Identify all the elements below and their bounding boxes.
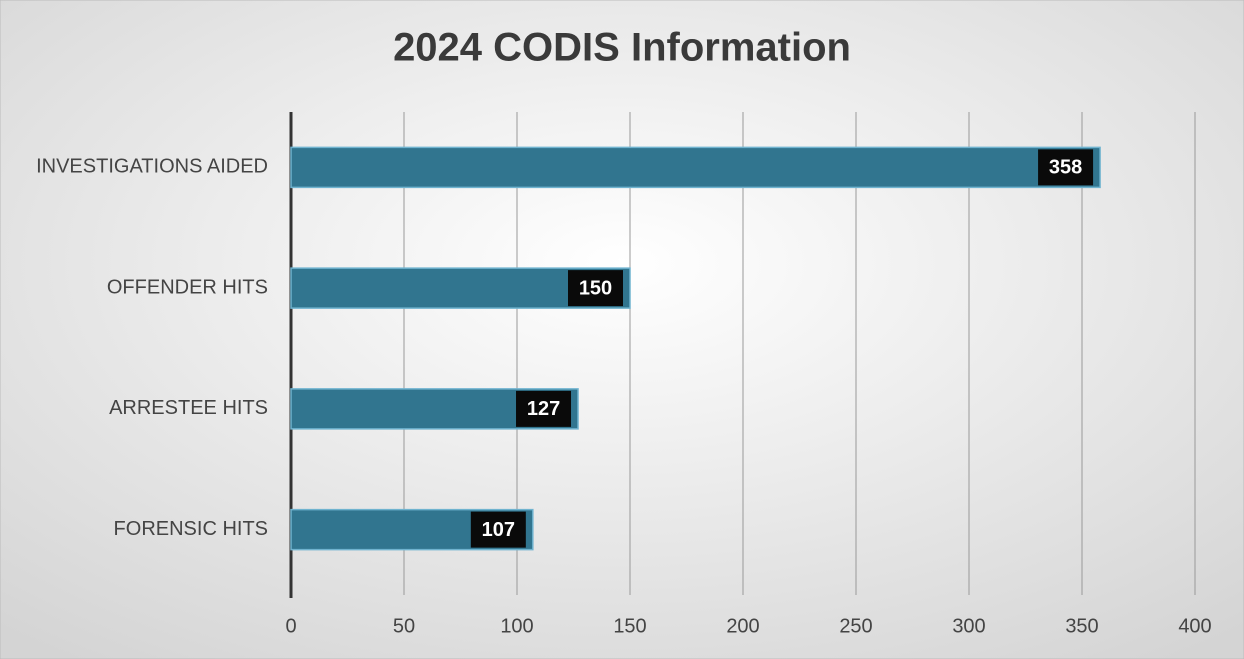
data-label: 127 [527,398,560,420]
data-label-box [516,390,572,427]
chart-title: 2024 CODIS Information [393,26,851,70]
y-tick-label: INVESTIGATIONS AIDED [36,156,268,178]
x-tick-label: 400 [1178,615,1211,637]
x-tick-label: 50 [393,615,415,637]
data-label: 150 [579,277,612,299]
y-tick-label: ARRESTEE HITS [109,397,268,419]
data-label-box [1038,149,1094,186]
x-tick-label: 150 [613,615,646,637]
data-label-box [568,270,623,307]
data-label: 358 [1049,157,1082,179]
x-tick-label: 200 [726,615,759,637]
bar [290,146,1101,189]
x-tick-label: 300 [952,615,985,637]
data-label-box [470,511,526,548]
x-tick-label: 350 [1065,615,1098,637]
x-tick-label: 250 [839,615,872,637]
x-tick-label: 100 [500,615,533,637]
x-tick-label: 0 [285,615,296,637]
y-tick-label: OFFENDER HITS [107,276,268,298]
data-label: 107 [482,519,515,541]
y-tick-label: FORENSIC HITS [114,518,268,540]
